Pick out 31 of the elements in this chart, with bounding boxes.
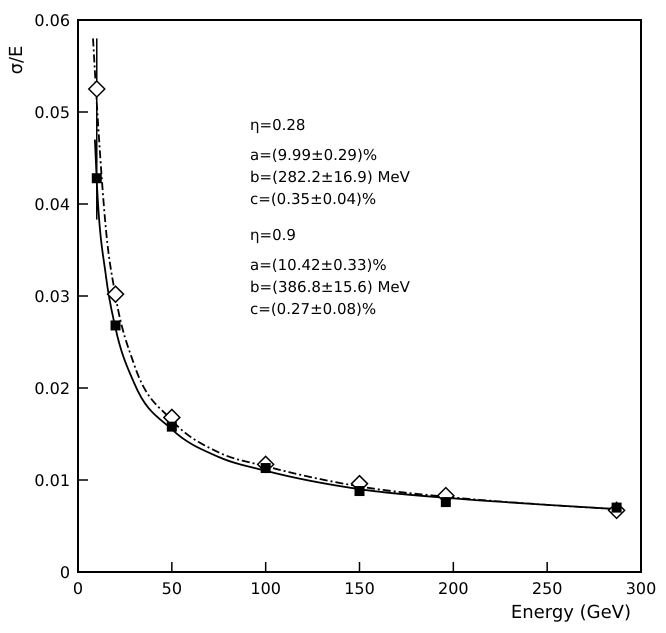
annotation: b=(282.2±16.9) MeV xyxy=(250,168,411,186)
x-tick-label: 250 xyxy=(532,579,562,598)
x-tick-label: 0 xyxy=(72,579,84,598)
y-tick-label: 0.02 xyxy=(34,379,70,398)
x-tick-label: 50 xyxy=(162,579,182,598)
y-tick-label: 0.01 xyxy=(34,471,70,490)
x-tick-label: 150 xyxy=(344,579,375,598)
x-tick-label: 100 xyxy=(250,579,281,598)
point xyxy=(440,497,451,508)
y-axis-title: σ/E xyxy=(6,46,27,74)
annotation: η=0.28 xyxy=(250,116,306,134)
point xyxy=(166,422,177,432)
point xyxy=(88,80,106,98)
x-tick-label: 200 xyxy=(438,579,469,598)
annotation: b=(386.8±15.6) MeV xyxy=(250,278,411,296)
point xyxy=(110,320,121,330)
annotation: c=(0.35±0.04)% xyxy=(250,190,376,208)
y-tick-label: 0.04 xyxy=(34,195,70,214)
annotation: η=0.9 xyxy=(250,226,296,244)
y-tick-label: 0.05 xyxy=(34,103,70,122)
x-tick-label: 300 xyxy=(626,579,656,598)
point xyxy=(354,486,364,496)
point xyxy=(106,285,124,303)
annotation: c=(0.27±0.08)% xyxy=(250,300,376,318)
point xyxy=(92,173,102,184)
y-tick-label: 0 xyxy=(60,563,70,582)
x-axis-title: Energy (GeV) xyxy=(510,602,631,623)
y-tick-label: 0.06 xyxy=(34,11,70,30)
annotation: a=(10.42±0.33)% xyxy=(250,256,387,274)
y-tick-label: 0.03 xyxy=(34,287,70,306)
annotation: a=(9.99±0.29)% xyxy=(250,146,378,164)
